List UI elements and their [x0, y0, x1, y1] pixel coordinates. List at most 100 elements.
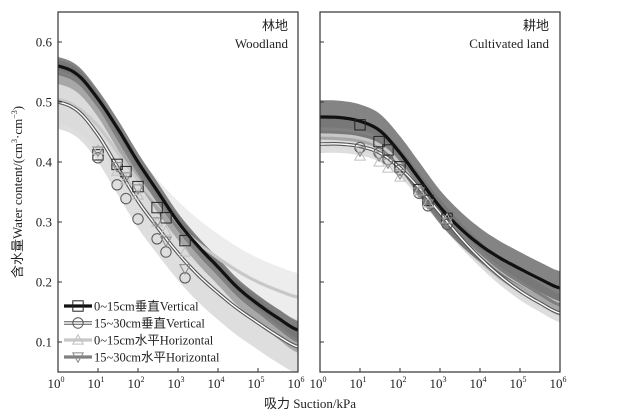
fitted-curve-0	[58, 64, 298, 332]
x-tick-label: 105	[510, 375, 527, 391]
data-point-2	[178, 245, 192, 257]
y-axis-label-close: )	[10, 106, 25, 110]
y-axis-label-cn: 含水量	[10, 239, 25, 278]
data-point-3	[413, 187, 426, 199]
y-axis-label-sup2: −3	[10, 110, 19, 119]
data-point-2	[111, 164, 124, 176]
x-tick-label: 103	[430, 375, 447, 391]
data-point-2	[353, 149, 367, 161]
panel-title-cn-woodland: 林地	[262, 18, 288, 33]
panel-title-en-cultivated: Cultivated land	[469, 36, 549, 51]
x-tick-label: 106	[288, 375, 305, 391]
y-tick-label: 0.3	[36, 215, 52, 230]
y-axis-label-sup1: 3	[10, 139, 19, 143]
y-axis-label-mid: ·cm	[10, 119, 25, 139]
data-point-0	[132, 180, 144, 193]
data-point-2	[159, 224, 173, 236]
svg-text:含水量Water content/(cm3·cm−3): 含水量Water content/(cm3·cm−3)	[10, 106, 25, 278]
legend-marker-icon	[72, 317, 84, 329]
data-point-2	[131, 188, 145, 200]
data-point-3	[119, 172, 133, 184]
data-point-1	[132, 213, 144, 225]
x-tick-label: 101	[350, 375, 367, 391]
panel-title-en-woodland: Woodland	[235, 36, 289, 51]
confidence-band-0	[320, 100, 560, 305]
x-tick-label: 103	[168, 375, 185, 391]
data-point-1	[92, 152, 104, 164]
data-point-2	[91, 143, 105, 155]
x-tick-label: 100	[48, 375, 65, 391]
legend-entry: 15~30cm垂直Vertical	[64, 317, 205, 331]
data-point-0	[354, 119, 366, 131]
data-point-1	[120, 192, 132, 205]
data-point-3	[111, 162, 124, 174]
y-tick-label: 0.6	[36, 35, 53, 50]
data-point-1	[179, 272, 191, 284]
data-point-0	[111, 158, 123, 171]
x-tick-label: 101	[88, 375, 105, 391]
data-point-1	[422, 200, 434, 212]
plot-area	[58, 57, 298, 372]
x-tick-label: 102	[390, 375, 407, 391]
data-point-3	[159, 236, 173, 248]
legend-entry: 0~15cm垂直Vertical	[64, 300, 199, 314]
data-point-2	[119, 173, 133, 185]
legend-label: 0~15cm垂直Vertical	[94, 300, 199, 314]
data-point-3	[353, 146, 367, 158]
data-point-1	[441, 218, 453, 231]
data-point-2	[151, 215, 164, 227]
data-point-3	[151, 217, 164, 229]
legend-entry: 15~30cm水平Horizontal	[64, 351, 220, 365]
legend-label: 15~30cm水平Horizontal	[94, 351, 220, 365]
data-point-1	[373, 147, 385, 159]
x-tick-label: 104	[470, 375, 487, 391]
fitted-curve-2	[58, 97, 298, 299]
data-point-2	[440, 212, 454, 224]
y-axis-label-en: Water content/(cm	[10, 143, 25, 239]
x-axis-label: 吸力 Suction/kPa	[264, 396, 356, 411]
data-point-3	[381, 158, 395, 170]
panel-woodland: 100 101 102 103 104 105 106 0.1 0.2 0.3 0.4 0.5 0.6	[36, 11, 305, 391]
x-tick-label: 102	[128, 375, 145, 391]
fitted-curve-3	[58, 70, 298, 343]
fitted-curve-0	[320, 115, 560, 290]
legend-entry: 0~15cm水平Horizontal	[64, 334, 214, 348]
data-point-3	[373, 151, 386, 163]
x-tick-label: 104	[208, 375, 225, 391]
data-point-0	[373, 135, 385, 148]
panel-cultivated-land: 100 101 102 103 104 105 106	[310, 11, 567, 391]
data-point-3	[440, 217, 454, 229]
x-tick-label: 105	[248, 375, 265, 391]
data-point-3	[393, 169, 407, 181]
panel-title-cn-cultivated: 耕地	[523, 18, 549, 33]
fitted-curve-3	[320, 127, 560, 307]
legend-label: 0~15cm水平Horizontal	[94, 334, 214, 348]
plot-area	[320, 100, 560, 323]
data-point-1	[111, 179, 123, 191]
legend: 0~15cm垂直Vertical 15~30cm垂直Vertical 0~15cm水…	[64, 300, 220, 365]
data-point-2	[381, 161, 395, 173]
legend-marker-icon	[71, 333, 85, 345]
fitted-curve-inner-1	[58, 101, 298, 348]
y-tick-label: 0.1	[36, 335, 52, 350]
legend-marker-icon	[72, 300, 84, 312]
data-point-2	[413, 184, 426, 196]
legend-label: 15~30cm垂直Vertical	[94, 317, 205, 331]
data-point-2	[393, 170, 407, 182]
data-point-2	[373, 155, 386, 167]
x-tick-label: 100	[310, 375, 327, 391]
data-point-0	[151, 201, 163, 214]
data-point-2	[421, 196, 435, 208]
fitted-curve-inner-1	[320, 143, 560, 314]
y-tick-label: 0.4	[36, 155, 53, 170]
data-point-3	[131, 184, 145, 196]
legend-marker-icon	[71, 352, 85, 364]
y-tick-label: 0.2	[36, 275, 52, 290]
y-tick-label: 0.5	[36, 95, 52, 110]
data-point-3	[178, 264, 192, 276]
data-point-3	[421, 199, 435, 211]
x-tick-label: 106	[550, 375, 567, 391]
data-point-3	[91, 146, 105, 158]
y-axis-label: 含水量Water content/(cm3·cm−3)	[10, 106, 25, 278]
